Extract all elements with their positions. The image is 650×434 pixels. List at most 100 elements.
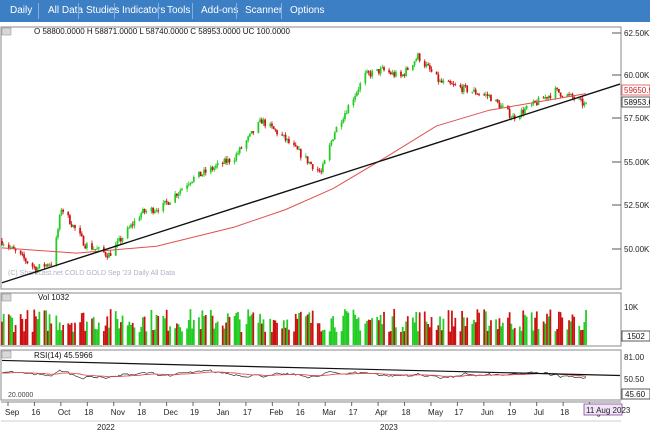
candle-body xyxy=(264,119,267,127)
support-trendline[interactable] xyxy=(1,83,621,284)
candle-body xyxy=(306,156,309,164)
volume-bar xyxy=(454,317,457,345)
candle-body xyxy=(186,185,188,189)
volume-bar xyxy=(556,328,559,345)
volume-bar xyxy=(299,311,302,345)
menu-daily[interactable]: Daily xyxy=(10,5,33,16)
volume-bar xyxy=(257,322,260,345)
time-axis-label: 18 xyxy=(560,408,569,417)
panel-menu-icon[interactable] xyxy=(1,27,12,36)
candle-body xyxy=(418,53,421,62)
volume-bar xyxy=(561,317,564,345)
time-axis-label: 18 xyxy=(402,408,411,417)
candle-body xyxy=(157,210,160,212)
candle-body xyxy=(74,225,76,229)
rsi-axis-label: 50.50 xyxy=(624,375,645,384)
volume-bar xyxy=(237,311,239,345)
candle-body xyxy=(427,64,430,66)
price-axis-label: 62.50K xyxy=(624,29,650,38)
candle-body xyxy=(72,225,75,227)
menu-all-data[interactable]: All Data xyxy=(48,5,84,16)
volume-bar xyxy=(357,317,360,345)
candle-body xyxy=(108,253,110,258)
volume-bar xyxy=(260,323,263,345)
ma-value-tag xyxy=(621,84,650,96)
volume-bar xyxy=(440,330,443,345)
panel-menu-icon[interactable] xyxy=(1,350,12,359)
candle-body xyxy=(19,250,22,254)
volume-bar xyxy=(225,322,227,345)
candle-body xyxy=(328,145,331,161)
rsi-panel xyxy=(0,349,622,401)
volume-bar xyxy=(165,309,168,345)
candle-body xyxy=(143,209,146,213)
time-axis-label: 17 xyxy=(243,408,252,417)
time-axis-label: Mar xyxy=(322,408,336,417)
candle-body xyxy=(97,247,100,249)
candle-body xyxy=(544,96,547,99)
price-chart[interactable]: O 58800.0000 H 58871.0000 L 58740.0000 C… xyxy=(0,22,650,434)
candle-body xyxy=(383,67,385,71)
volume-bar xyxy=(187,320,190,345)
volume-bar xyxy=(549,309,552,345)
candle-body xyxy=(126,227,129,239)
volume-bar xyxy=(428,327,431,345)
menu-indicators[interactable]: Indicators xyxy=(122,5,166,16)
volume-bar xyxy=(80,313,83,345)
volume-bar xyxy=(79,322,81,345)
menu-options[interactable]: Options xyxy=(290,5,325,16)
volume-bar xyxy=(189,309,192,345)
volume-bar xyxy=(311,310,314,345)
toolbar-divider xyxy=(114,3,115,19)
volume-bar xyxy=(347,312,350,345)
last-price-label: 58953.0 xyxy=(624,98,650,107)
rsi-trendline[interactable] xyxy=(1,359,621,377)
rsi-last-label: 45.60 xyxy=(625,390,646,399)
panel-menu-icon[interactable] xyxy=(1,293,12,302)
volume-bar xyxy=(484,311,487,345)
volume-series xyxy=(1,308,587,345)
volume-bar xyxy=(70,322,73,345)
volume-bar xyxy=(435,329,438,345)
candle-body xyxy=(323,160,326,165)
candle-body xyxy=(488,95,491,97)
volume-bar xyxy=(452,326,455,345)
candle-body xyxy=(69,215,71,225)
volume-bar xyxy=(152,330,154,345)
candle-body xyxy=(473,89,475,92)
candle-body xyxy=(247,136,250,141)
candle-body xyxy=(86,243,88,249)
volume-bar xyxy=(36,319,39,345)
volume-bar xyxy=(192,319,195,345)
volume-bar xyxy=(378,320,380,345)
volume-bar xyxy=(406,316,409,345)
volume-bar xyxy=(366,320,368,345)
candle-body xyxy=(215,165,217,168)
candle-body xyxy=(393,72,396,77)
menu-add-ons[interactable]: Add-ons xyxy=(201,5,239,16)
volume-bar xyxy=(294,313,297,345)
candle-body xyxy=(203,169,205,175)
menu-studies[interactable]: Studies xyxy=(86,5,120,16)
price-axis-label: 60.00K xyxy=(624,71,650,80)
volume-bar xyxy=(203,316,205,345)
candle-body xyxy=(94,248,97,250)
volume-bar xyxy=(46,330,49,345)
volume-bar xyxy=(216,321,219,345)
menu-scanner[interactable]: Scanner xyxy=(245,5,283,16)
candle-body xyxy=(13,246,15,250)
candle-body xyxy=(128,227,131,229)
volume-bar xyxy=(400,331,402,345)
candle-body xyxy=(237,153,239,155)
candle-body xyxy=(198,171,200,178)
candle-body xyxy=(58,215,61,230)
candle-body xyxy=(556,87,559,89)
volume-bar xyxy=(118,328,121,345)
candle-body xyxy=(546,96,548,99)
price-axis: 62.50K 60.00K 57.50K 55.00K 52.50K 50.00… xyxy=(612,29,650,289)
candle-body xyxy=(79,228,81,234)
time-axis-label: 16 xyxy=(31,408,40,417)
candle-body xyxy=(282,134,285,136)
menu-tools[interactable]: Tools xyxy=(167,5,191,16)
volume-bar xyxy=(352,309,355,345)
